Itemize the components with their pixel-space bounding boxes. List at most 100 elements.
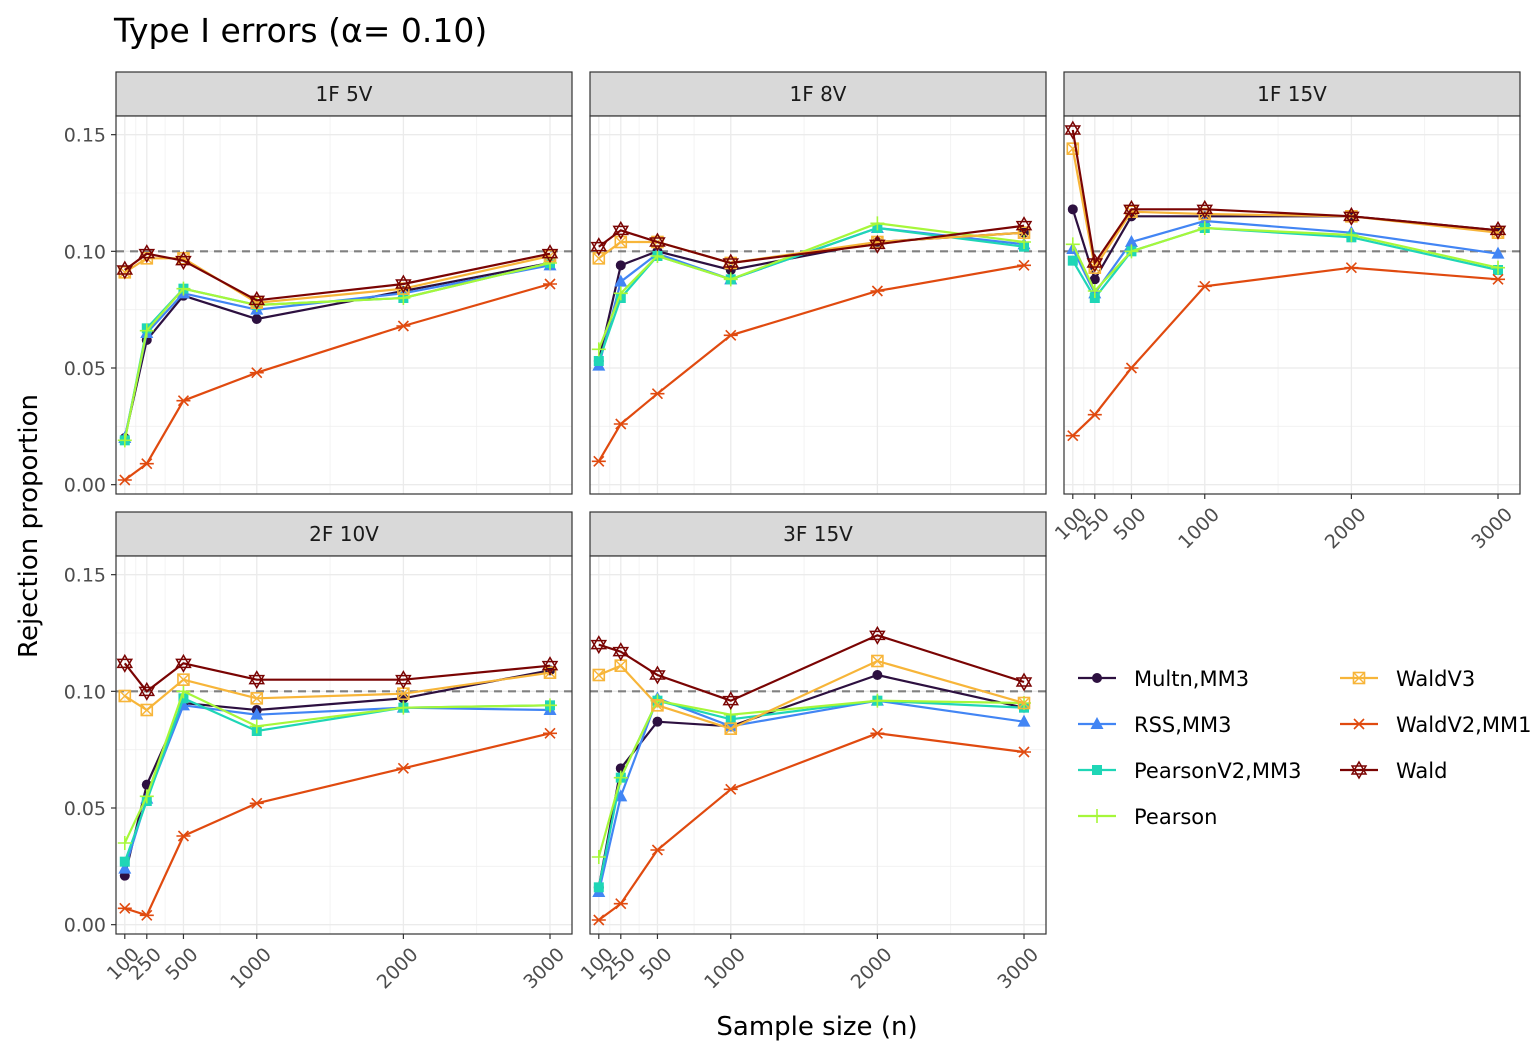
facet-label: 1F 15V (1257, 82, 1327, 106)
data-point (870, 285, 885, 297)
data-point (118, 861, 132, 874)
facet-label: 3F 15V (783, 522, 853, 546)
data-point (1196, 199, 1214, 219)
facet-label: 1F 5V (316, 82, 373, 106)
legend-item-waldv2-mm1: WaldV2,MM1 (1340, 713, 1531, 737)
data-point (251, 314, 262, 324)
data-point (1067, 255, 1078, 266)
data-point (543, 727, 558, 739)
data-point (176, 830, 191, 842)
legend-key-marker (1090, 717, 1104, 729)
data-point (591, 850, 606, 864)
series-pearson (1065, 221, 1506, 298)
data-point (396, 762, 411, 774)
legend-label: Multn,MM3 (1134, 667, 1249, 691)
x-tick-label: 3000 (993, 944, 1043, 994)
series-line (597, 264, 1025, 462)
data-point (117, 474, 132, 486)
data-point (872, 670, 883, 680)
legend-key-marker (1350, 760, 1368, 780)
data-point (592, 252, 606, 265)
legend-key-marker (1092, 765, 1102, 775)
data-point (1017, 696, 1031, 710)
data-point (612, 642, 630, 662)
series-waldv2-mm1 (117, 278, 558, 486)
data-point (591, 342, 606, 357)
legend-item-wald: Wald (1340, 759, 1447, 783)
series-waldv2-mm1 (591, 259, 1032, 467)
facet-label: 1F 8V (790, 82, 847, 106)
data-point (649, 665, 666, 685)
data-point (614, 235, 628, 249)
data-point (249, 719, 264, 734)
data-point (1064, 120, 1082, 140)
data-point (1015, 672, 1033, 692)
data-point (612, 220, 630, 240)
legend-item-pearson: Pearson (1078, 805, 1217, 829)
y-axis-title: Rejection proportion (14, 394, 44, 658)
legend-label: PearsonV2,MM3 (1134, 759, 1301, 783)
data-point (249, 797, 264, 809)
data-point (541, 656, 559, 676)
series-wald (590, 216, 1033, 273)
data-point (248, 670, 266, 690)
data-point (175, 653, 192, 673)
data-point (119, 856, 130, 867)
x-tick-label: 3000 (519, 944, 569, 994)
series-line (597, 696, 1025, 893)
data-point (1124, 235, 1138, 247)
y-tick-label: 0.00 (64, 475, 106, 497)
series-line (123, 261, 551, 439)
data-point (1343, 206, 1360, 226)
legend: Multn,MM3 RSS,MM3 PearsonV2,MM3 Pearson Wald… (1078, 667, 1531, 829)
x-tick-label: 2000 (847, 944, 897, 994)
data-point (140, 703, 154, 717)
facet-strip (115, 71, 573, 117)
legend-item-waldv3: WaldV3 (1340, 667, 1475, 691)
legend-label: Wald (1396, 759, 1447, 783)
x-tick-label: 2000 (1321, 504, 1371, 554)
data-point (138, 244, 156, 264)
series-line (1071, 226, 1499, 293)
facet-strip (1063, 71, 1521, 117)
series-wald (116, 244, 559, 310)
data-point (1065, 430, 1080, 442)
data-point (1089, 274, 1100, 285)
legend-label: RSS,MM3 (1134, 713, 1232, 737)
data-point (116, 653, 134, 673)
series-wald (1064, 120, 1507, 273)
data-point (870, 727, 885, 739)
panel-1f-8v: 1F 8V (589, 71, 1047, 495)
panel-1f-5v: 1F 5V 0.00 0.05 0.10 0.15 (64, 71, 573, 497)
x-tick-label: 1000 (226, 944, 276, 994)
y-tick-label: 0.10 (64, 681, 106, 703)
series-pearson (117, 684, 558, 850)
y-tick-label: 0.00 (64, 915, 106, 937)
data-point (176, 395, 191, 407)
data-point (722, 691, 740, 711)
x-tick-label: 500 (635, 944, 676, 985)
facet-strip (589, 71, 1047, 117)
data-point (1017, 235, 1032, 249)
data-point (1197, 221, 1212, 235)
legend-key-marker (1352, 671, 1366, 685)
data-point (870, 216, 885, 231)
x-tick-label: 500 (161, 944, 202, 985)
data-point (177, 673, 190, 686)
facet-strip (589, 511, 1047, 557)
legend-item-pearsonv2-mm3: PearsonV2,MM3 (1078, 759, 1301, 783)
data-point (118, 689, 132, 703)
series-wald (590, 625, 1033, 711)
data-point (613, 286, 628, 301)
series-line (597, 699, 1025, 858)
data-point (1017, 714, 1031, 727)
data-point (139, 323, 154, 338)
data-point (1124, 362, 1139, 374)
y-tick-label: 0.15 (64, 125, 106, 147)
data-point (613, 770, 628, 785)
data-point (722, 253, 740, 273)
data-point (591, 455, 606, 467)
panel-border (589, 115, 1047, 495)
